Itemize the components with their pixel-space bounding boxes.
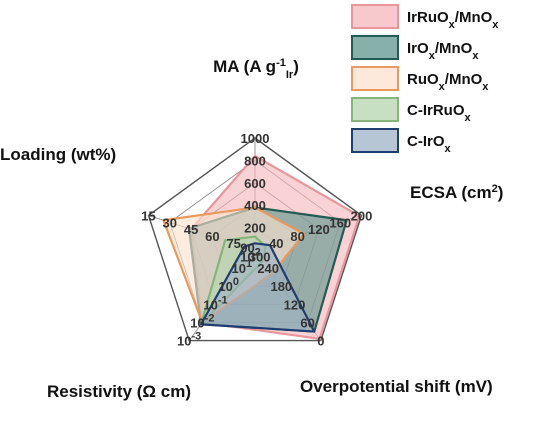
tick-label-overpotential-1: 60 bbox=[300, 315, 314, 330]
axis-title-overpotential: Overpotential shift (mV) bbox=[300, 377, 493, 396]
tick-label-ma-0: 1000 bbox=[241, 131, 270, 146]
axis-tick-labels: 1000800600400200200160120804006012018024… bbox=[141, 131, 372, 349]
legend-label-4: C-IrOx bbox=[407, 133, 452, 155]
axis-title-resistivity: Resistivity (Ω cm) bbox=[47, 382, 191, 401]
legend-swatch-4 bbox=[351, 128, 399, 153]
tick-label-ecsa-2: 120 bbox=[308, 222, 330, 237]
grid-ring bbox=[147, 137, 363, 342]
tick-label-ma-4: 200 bbox=[244, 221, 266, 236]
tick-label-loading-4: 75 bbox=[226, 236, 240, 251]
axis-titles: MA (A g-1Ir) ECSA (cm2) Overpotential shif… bbox=[0, 57, 503, 401]
legend-label-2: RuOx/MnOx bbox=[407, 71, 489, 93]
tick-label-overpotential-5: 300 bbox=[249, 249, 271, 264]
tick-label-ecsa-4: 40 bbox=[269, 236, 283, 251]
tick-label-resistivity-5: 102 bbox=[240, 246, 261, 264]
tick-label-loading-2: 45 bbox=[184, 222, 198, 237]
legend-swatch-1 bbox=[351, 35, 399, 60]
tick-label-resistivity-3: 100 bbox=[218, 276, 239, 294]
tick-label-resistivity-4: 101 bbox=[232, 258, 253, 276]
legend-label-3: C-IrRuOx bbox=[407, 102, 472, 124]
axis-title-loading: Loading (wt%) bbox=[0, 145, 116, 164]
tick-label-resistivity-0: 10-3 bbox=[177, 331, 201, 349]
tick-label-resistivity-1: 10-2 bbox=[190, 312, 214, 330]
tick-label-overpotential-3: 180 bbox=[270, 279, 292, 294]
tick-label-resistivity-2: 10-1 bbox=[203, 294, 227, 312]
legend-swatch-2 bbox=[351, 66, 399, 91]
tick-label-overpotential-0: 0 bbox=[317, 334, 324, 349]
legend-label-1: IrOx/MnOx bbox=[407, 40, 479, 62]
radar-series bbox=[162, 154, 361, 340]
tick-label-ma-2: 600 bbox=[244, 176, 266, 191]
tick-label-loading-3: 60 bbox=[205, 229, 219, 244]
tick-label-loading-5: 90 bbox=[240, 241, 254, 256]
tick-label-ecsa-1: 160 bbox=[329, 215, 351, 230]
tick-label-ma-1: 800 bbox=[244, 153, 266, 168]
tick-label-ecsa-3: 80 bbox=[290, 229, 304, 244]
legend-swatch-0 bbox=[351, 4, 399, 29]
tick-label-overpotential-4: 240 bbox=[257, 261, 279, 276]
axis-title-ma: MA (A g-1Ir) bbox=[213, 57, 299, 81]
tick-label-overpotential-2: 120 bbox=[284, 297, 306, 312]
tick-label-ecsa-0: 200 bbox=[351, 208, 373, 223]
legend-swatch-3 bbox=[351, 97, 399, 122]
series-polygon-4 bbox=[199, 242, 316, 333]
axis-title-ecsa: ECSA (cm2) bbox=[410, 183, 503, 202]
legend: IrRuOx/MnOx IrOx/MnOx RuOx/MnOx C-IrRuOx C-I… bbox=[351, 4, 499, 155]
tick-label-loading-0: 15 bbox=[141, 208, 155, 223]
tick-label-loading-1: 30 bbox=[163, 215, 177, 230]
tick-label-ma-3: 400 bbox=[244, 198, 266, 213]
legend-label-0: IrRuOx/MnOx bbox=[407, 9, 499, 31]
